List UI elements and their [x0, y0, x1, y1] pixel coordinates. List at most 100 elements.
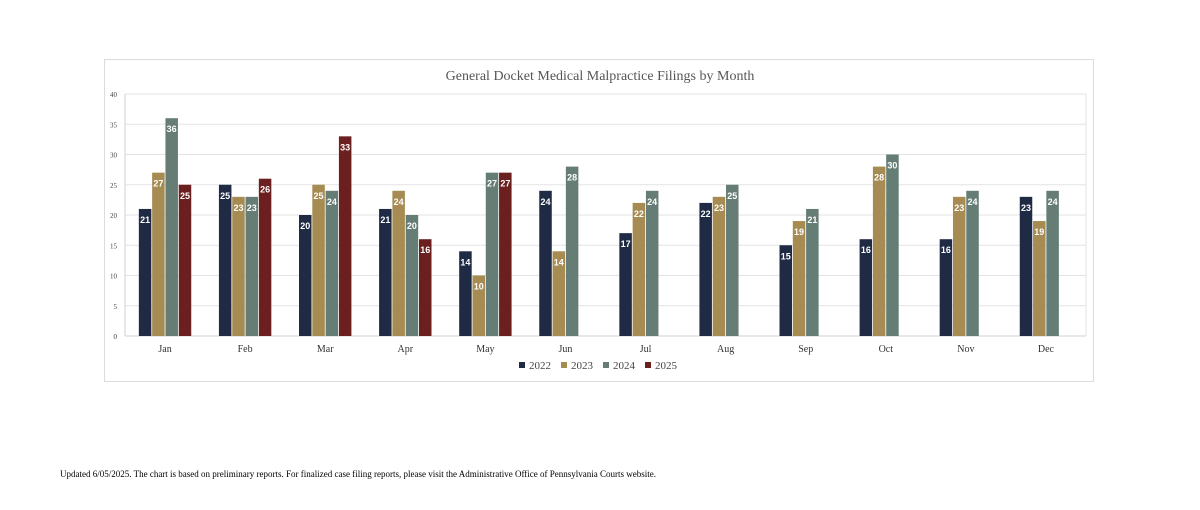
bar-2024-Feb: [245, 196, 259, 336]
data-label: 28: [567, 173, 577, 183]
data-label: 23: [714, 203, 724, 213]
data-label: 22: [634, 209, 644, 219]
bar-2024-Aug: [726, 184, 739, 336]
data-label: 24: [968, 197, 978, 207]
data-label: 14: [554, 257, 564, 267]
bar-2023-Sep: [792, 221, 806, 336]
bar-2022-Nov: [939, 239, 953, 336]
bar-2024-Oct: [886, 154, 899, 336]
bar-2023-Jun: [552, 251, 566, 336]
legend-label: 2025: [655, 360, 678, 372]
data-label: 16: [420, 245, 430, 255]
y-tick-label: 10: [110, 273, 118, 281]
data-label: 21: [380, 215, 390, 225]
y-tick-label: 30: [110, 152, 118, 160]
data-label: 21: [807, 215, 817, 225]
footnote: Updated 6/05/2025. The chart is based on…: [60, 469, 657, 479]
bar-2022-Feb: [218, 184, 232, 336]
bar-2022-Apr: [379, 208, 392, 336]
data-label: 24: [394, 197, 404, 207]
data-label: 26: [260, 185, 270, 195]
legend-label: 2023: [571, 360, 594, 372]
bar-2023-May: [472, 275, 485, 336]
bar-2024-May: [485, 172, 499, 336]
y-tick-label: 35: [110, 121, 118, 129]
bar-2025-Feb: [258, 178, 272, 336]
bar-2023-Nov: [952, 196, 966, 336]
bar-2023-Apr: [392, 190, 405, 336]
data-label: 28: [874, 173, 884, 183]
data-label: 25: [727, 191, 737, 201]
data-label: 24: [647, 197, 657, 207]
data-label: 16: [941, 245, 951, 255]
data-label: 15: [781, 251, 791, 261]
legend-label: 2022: [529, 360, 551, 372]
data-label: 25: [314, 191, 324, 201]
x-axis-labels: Jan Feb Mar Apr May Jun Jul Aug Sep Oct Nov Dec: [158, 344, 1054, 355]
bar-2022-Aug: [699, 202, 712, 336]
y-tick-label: 5: [114, 303, 118, 311]
data-label: 19: [794, 227, 804, 237]
y-tick-label: 0: [114, 333, 118, 341]
data-label: 10: [474, 282, 484, 292]
x-tick-label: Sep: [798, 344, 813, 355]
legend: 2022 2023 2024 2025: [519, 360, 678, 372]
bar-2023-Dec: [1033, 221, 1046, 336]
data-label: 24: [1048, 197, 1058, 207]
bar-chart: General Docket Medical Malpractice Filin…: [110, 69, 1087, 372]
data-label: 16: [861, 245, 871, 255]
data-label: 23: [954, 203, 964, 213]
bar-2023-Mar: [312, 184, 325, 336]
data-label: 27: [153, 179, 163, 189]
data-label: 14: [460, 257, 470, 267]
bar-2025-Apr: [418, 239, 432, 336]
bar-2023-Jul: [632, 202, 646, 336]
bar-2024-Jan: [165, 118, 178, 336]
data-label: 22: [701, 209, 711, 219]
legend-swatch-2023: [561, 362, 567, 368]
bar-2024-Jun: [565, 166, 579, 336]
data-label: 17: [621, 239, 631, 249]
y-tick-label: 15: [110, 242, 118, 250]
y-tick-label: 40: [110, 91, 118, 99]
bar-2024-Sep: [806, 208, 819, 336]
legend-swatch-2025: [645, 362, 651, 368]
data-label: 27: [500, 179, 510, 189]
bar-2023-Aug: [712, 196, 726, 336]
chart-title: General Docket Medical Malpractice Filin…: [446, 69, 755, 84]
x-tick-label: Jan: [158, 344, 171, 355]
x-tick-label: Feb: [238, 344, 253, 355]
data-label: 19: [1034, 227, 1044, 237]
data-label: 27: [487, 179, 497, 189]
data-label: 25: [220, 191, 230, 201]
x-tick-label: Nov: [957, 344, 974, 355]
data-label: 24: [541, 197, 551, 207]
data-label: 23: [247, 203, 257, 213]
y-tick-label: 25: [110, 182, 118, 190]
data-label: 24: [327, 197, 337, 207]
bar-2024-Dec: [1046, 190, 1059, 336]
bar-2022-Oct: [859, 239, 873, 336]
bar-2024-Jul: [645, 190, 659, 336]
bar-2024-Mar: [325, 190, 339, 336]
bar-2022-May: [459, 251, 472, 336]
chart-container: General Docket Medical Malpractice Filin…: [104, 59, 1094, 382]
x-tick-label: Mar: [317, 344, 334, 355]
bar-2022-Dec: [1019, 196, 1033, 336]
x-tick-label: Jun: [559, 344, 573, 355]
data-label: 21: [140, 215, 150, 225]
bar-2023-Jan: [152, 172, 165, 336]
bar-2022-Jan: [138, 208, 152, 336]
data-label: 20: [407, 221, 417, 231]
bar-2022-Jul: [619, 233, 632, 336]
bar-2025-Jan: [178, 184, 192, 336]
bar-2022-Sep: [779, 245, 793, 336]
legend-label: 2024: [613, 360, 636, 372]
data-label: 25: [180, 191, 190, 201]
bar-2022-Mar: [299, 215, 312, 336]
y-tick-label: 20: [110, 212, 118, 220]
data-label: 23: [233, 203, 243, 213]
legend-swatch-2024: [603, 362, 609, 368]
x-tick-label: Dec: [1038, 344, 1055, 355]
